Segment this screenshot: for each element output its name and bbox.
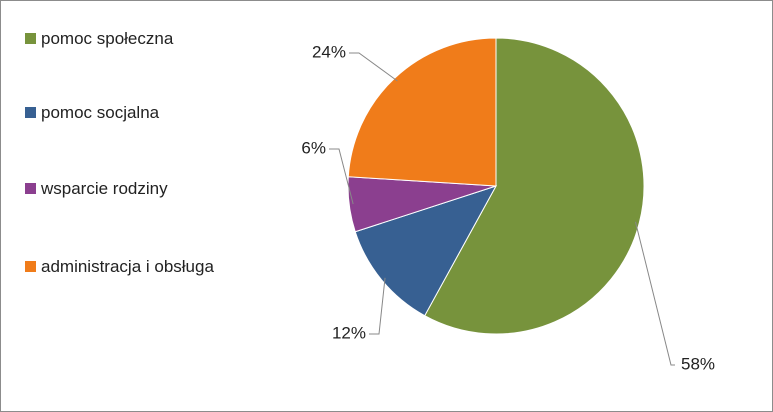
legend-item: wsparcie rodziny	[25, 173, 240, 205]
pie-slice	[424, 37, 645, 335]
leader-line	[349, 52, 398, 82]
leader-line	[329, 148, 354, 205]
legend-label: pomoc społeczna	[41, 29, 174, 48]
legend-swatch	[25, 33, 36, 44]
legend-swatch	[25, 261, 36, 272]
data-label: 6%	[301, 138, 326, 157]
legend-label: wsparcie rodziny	[41, 179, 168, 198]
pie-slice	[347, 37, 497, 187]
legend-label: administracja i obsługa	[41, 257, 214, 276]
legend-item: administracja i obsługa	[25, 251, 240, 283]
data-label: 12%	[332, 323, 366, 342]
pie-slice	[354, 185, 498, 317]
leader-line	[634, 221, 675, 366]
legend-item: pomoc socjalna	[25, 97, 240, 129]
leader-line	[369, 277, 386, 335]
legend-swatch	[25, 183, 36, 194]
data-label: 24%	[312, 42, 346, 61]
legend-label: pomoc socjalna	[41, 103, 160, 122]
legend-item: pomoc społeczna	[25, 23, 240, 55]
legend-swatch	[25, 107, 36, 118]
data-label: 58%	[681, 354, 715, 373]
